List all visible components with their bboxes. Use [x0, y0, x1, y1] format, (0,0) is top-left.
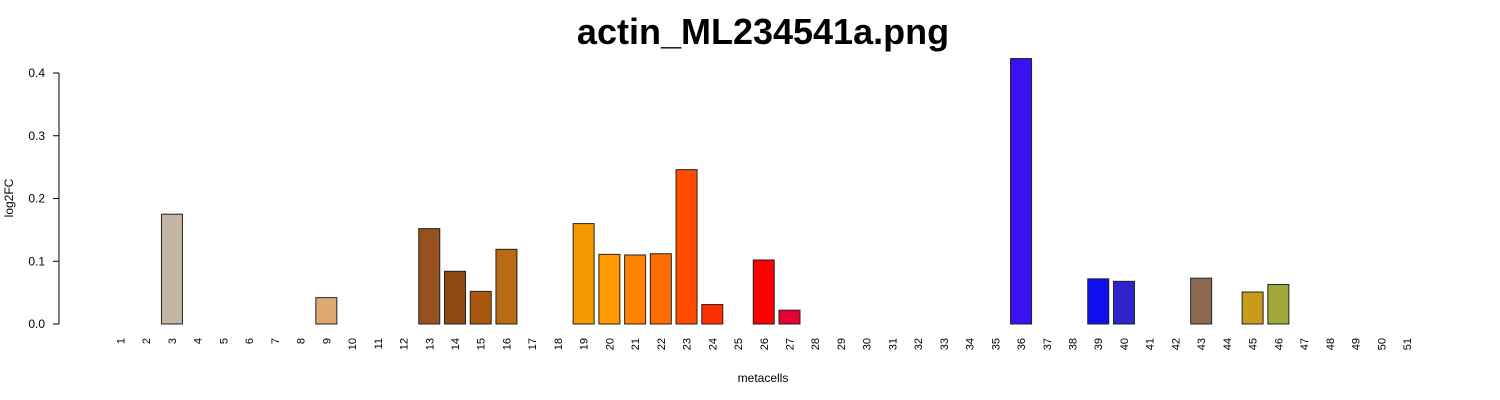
x-tick-label: 44 [1222, 338, 1234, 350]
y-tick-label: 0.3 [28, 129, 45, 143]
x-tick-label: 28 [810, 338, 822, 350]
x-tick-label: 32 [913, 338, 925, 350]
x-tick-label: 38 [1068, 338, 1080, 350]
y-axis-label: log2FC [2, 178, 16, 217]
x-tick-label: 23 [682, 338, 694, 350]
x-tick-label: 29 [836, 338, 848, 350]
x-axis-label: metacells [738, 371, 789, 385]
bar-metacell-15 [469, 290, 492, 325]
x-tick-label: 40 [1119, 338, 1131, 350]
x-tick-label: 36 [1016, 338, 1028, 350]
x-tick-label: 14 [450, 338, 462, 350]
x-tick-label: 34 [965, 338, 977, 350]
x-tick-label: 48 [1325, 338, 1337, 350]
x-tick-label: 46 [1273, 338, 1285, 350]
x-tick-label: 25 [733, 338, 745, 350]
bar-metacell-26 [752, 259, 775, 325]
x-tick-label: 5 [218, 338, 230, 344]
y-tick-label: 0.4 [28, 66, 45, 80]
bar-metacell-36 [1010, 58, 1033, 325]
bar-metacell-22 [649, 253, 672, 325]
bar-metacell-3 [160, 213, 183, 325]
x-tick-label: 30 [862, 338, 874, 350]
x-tick-label: 41 [1145, 338, 1157, 350]
x-tick-label: 9 [321, 338, 333, 344]
x-tick-label: 50 [1376, 338, 1388, 350]
x-tick-label: 2 [141, 338, 153, 344]
bar-metacell-20 [598, 253, 621, 325]
x-tick-label: 18 [553, 338, 565, 350]
x-tick-label: 27 [784, 338, 796, 350]
x-axis-tick-labels: 1 2 3 4 5 6 7 8 9 10 11 12 13 14 15 16 17 18 19 20 21 22 23 24 2… [116, 338, 1415, 350]
x-tick-label: 6 [244, 338, 256, 344]
y-tick-label: 0.0 [28, 317, 45, 331]
y-axis-ticks: 0.0 0.1 0.2 0.3 0.4 [28, 66, 59, 331]
y-tick-label: 0.1 [28, 254, 45, 268]
x-tick-label: 31 [887, 338, 899, 350]
x-tick-label: 22 [656, 338, 668, 350]
x-tick-label: 20 [604, 338, 616, 350]
x-tick-label: 49 [1351, 338, 1363, 350]
y-tick-label: 0.2 [28, 192, 45, 206]
x-tick-label: 47 [1299, 338, 1311, 350]
x-tick-label: 19 [579, 338, 591, 350]
bar-metacell-23 [675, 169, 698, 325]
x-tick-label: 15 [476, 338, 488, 350]
x-tick-label: 45 [1248, 338, 1260, 350]
chart-title: actin_ML234541a.png [577, 11, 949, 52]
bar-metacell-19 [572, 223, 595, 325]
bar-metacell-13 [418, 228, 441, 325]
bar-metacell-9 [315, 297, 338, 325]
bar-metacell-45 [1241, 291, 1264, 325]
x-tick-label: 33 [939, 338, 951, 350]
x-tick-label: 13 [424, 338, 436, 350]
x-tick-label: 3 [167, 338, 179, 344]
x-tick-label: 26 [759, 338, 771, 350]
bar-metacell-43 [1190, 277, 1213, 325]
bar-metacell-21 [624, 254, 647, 325]
bar-metacell-39 [1087, 278, 1110, 325]
x-tick-label: 51 [1402, 338, 1414, 350]
x-tick-label: 10 [347, 338, 359, 350]
x-tick-label: 4 [193, 338, 205, 344]
x-tick-label: 12 [399, 338, 411, 350]
bar-metacell-24 [701, 304, 724, 325]
x-tick-label: 21 [630, 338, 642, 350]
x-tick-label: 17 [527, 338, 539, 350]
x-tick-label: 7 [270, 338, 282, 344]
bar-metacell-16 [495, 248, 518, 325]
x-tick-label: 37 [1042, 338, 1054, 350]
x-tick-label: 1 [116, 338, 128, 344]
x-tick-label: 16 [501, 338, 513, 350]
bars-group [160, 58, 1290, 325]
x-tick-label: 35 [990, 338, 1002, 350]
x-tick-label: 42 [1170, 338, 1182, 350]
x-tick-label: 43 [1196, 338, 1208, 350]
bar-metacell-27 [778, 309, 801, 325]
bar-metacell-40 [1112, 280, 1135, 325]
x-tick-label: 8 [296, 338, 308, 344]
bar-metacell-14 [443, 270, 466, 325]
x-tick-label: 24 [707, 338, 719, 350]
bar-metacell-46 [1267, 283, 1290, 325]
x-tick-label: 11 [373, 338, 385, 349]
x-tick-label: 39 [1093, 338, 1105, 350]
